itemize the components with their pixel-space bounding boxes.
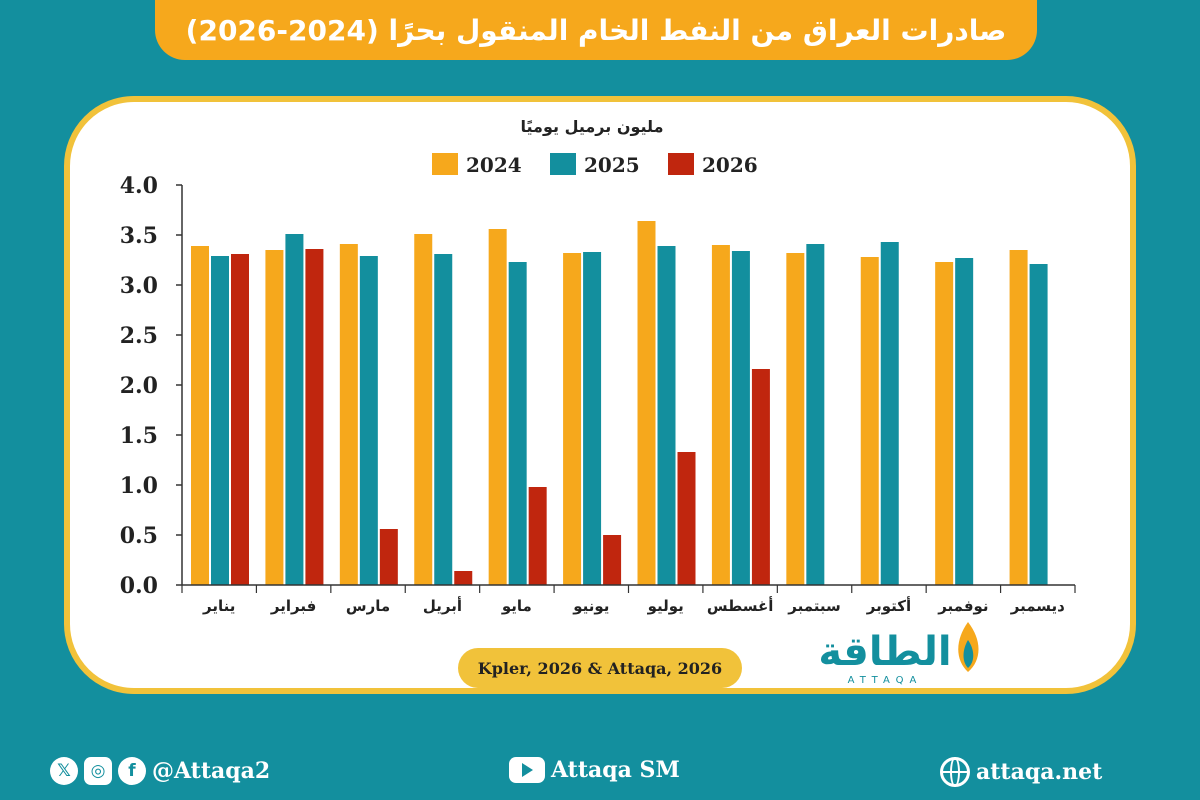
bar-2025-7 (731, 251, 750, 585)
youtube-channel[interactable]: Attaqa SM (551, 757, 680, 783)
legend-swatch-2026 (668, 153, 694, 175)
y-tick-label: 2.5 (120, 323, 158, 349)
bar-2024-10 (935, 262, 954, 585)
x-tick-label: مارس (346, 597, 390, 615)
flame-inner-icon (963, 640, 974, 668)
bar-2024-9 (860, 257, 879, 585)
x-tick-label: يونيو (572, 597, 609, 615)
bar-2025-9 (880, 242, 899, 585)
logo-latin: ATTAQA (848, 675, 923, 686)
unit-label: مليون برميل يوميًا (521, 117, 664, 136)
instagram-icon[interactable]: ◎ (84, 757, 112, 785)
y-axis: 4.0 3.5 3.0 2.5 2.0 1.5 1.0 0.5 0.0 (120, 173, 183, 599)
bar-2025-6 (657, 246, 676, 585)
bar-2026-0 (231, 254, 249, 585)
bar-2026-2 (379, 529, 398, 585)
bar-2024-4 (488, 229, 507, 585)
y-tick-label: 1.5 (120, 423, 158, 449)
legend-label: 2026 (702, 153, 758, 177)
legend: 2024 2025 2026 (432, 153, 758, 177)
x-tick-label: يوليو (647, 597, 684, 615)
x-tick-label: أغسطس (707, 596, 773, 615)
bar-2024-2 (339, 244, 358, 585)
bar-2026-4 (528, 487, 547, 585)
x-tick-label: مايو (501, 597, 532, 615)
x-tick-label: نوفمبر (937, 597, 988, 615)
x-tick-label: ديسمبر (1010, 597, 1065, 615)
y-tick-label: 1.0 (120, 473, 158, 499)
bar-2025-8 (806, 244, 825, 585)
x-tick-label: يناير (202, 597, 235, 615)
bar-2024-8 (786, 253, 805, 585)
bar-2024-5 (563, 253, 582, 585)
bar-2026-3 (454, 571, 473, 585)
legend-swatch-2025 (550, 153, 576, 175)
bar-2025-2 (359, 256, 378, 585)
bar-2025-4 (508, 262, 527, 585)
bars (191, 221, 1048, 585)
bar-2024-6 (637, 221, 656, 585)
website-link[interactable]: attaqa.net (976, 759, 1103, 785)
legend-label: 2024 (466, 153, 522, 177)
facebook-icon[interactable]: f (118, 757, 146, 785)
bar-2025-3 (434, 254, 453, 585)
source-text: Kpler, 2026 & Attaqa, 2026 (478, 659, 722, 678)
x-axis: يناير فبراير مارس أبريل مايو يونيو يوليو أغسطس س… (181, 584, 1076, 615)
legend-label: 2025 (584, 153, 640, 177)
x-tick-label: سبتمبر (787, 597, 841, 615)
bar-2025-11 (1029, 264, 1048, 585)
y-tick-label: 3.5 (120, 223, 158, 249)
bar-2025-1 (285, 234, 304, 585)
bar-2026-6 (677, 452, 696, 585)
bar-2025-0 (211, 256, 229, 585)
bar-2024-7 (711, 245, 730, 585)
legend-swatch-2024 (432, 153, 458, 175)
chart-title: صادرات العراق من النفط الخام المنقول بحر… (155, 0, 1037, 60)
x-icon[interactable]: 𝕏 (50, 757, 78, 785)
y-tick-label: 3.0 (120, 273, 158, 299)
bar-2025-10 (955, 258, 974, 585)
x-tick-label: أكتوبر (866, 596, 911, 615)
x-tick-label: أبريل (423, 596, 462, 615)
bar-2026-5 (603, 535, 622, 585)
x-tick-label: فبراير (270, 597, 316, 615)
bar-2024-1 (265, 250, 284, 585)
bar-2026-7 (751, 369, 770, 585)
bar-2024-3 (414, 234, 433, 585)
y-tick-label: 4.0 (120, 173, 158, 199)
y-tick-label: 2.0 (120, 373, 158, 399)
attaqa-logo: الطاقة ATTAQA (818, 622, 979, 686)
youtube-group: Attaqa SM (509, 757, 680, 783)
bar-2026-1 (305, 249, 324, 585)
source-pill (458, 648, 742, 688)
globe-icon (940, 757, 970, 787)
y-tick-label: 0.0 (120, 573, 158, 599)
bar-2024-11 (1009, 250, 1028, 585)
bar-2025-5 (583, 252, 602, 585)
youtube-icon[interactable] (509, 757, 545, 783)
social-handle[interactable]: @Attaqa2 (152, 758, 271, 784)
social-group: 𝕏 ◎ f @Attaqa2 (50, 757, 270, 785)
footer: 𝕏 ◎ f @Attaqa2 Attaqa SM attaqa.net (0, 720, 1200, 800)
bar-2024-0 (191, 246, 209, 585)
website-group: attaqa.net (940, 757, 1102, 787)
y-tick-label: 0.5 (120, 523, 158, 549)
logo-arabic: الطاقة (818, 629, 951, 675)
